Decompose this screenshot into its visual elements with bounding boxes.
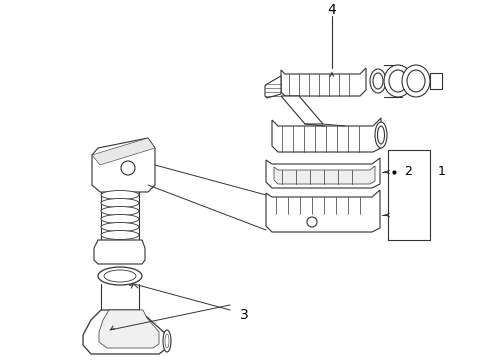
Ellipse shape [98,267,142,285]
Polygon shape [430,73,442,89]
Ellipse shape [377,126,385,144]
Ellipse shape [407,70,425,92]
Polygon shape [281,68,366,96]
Ellipse shape [101,198,139,207]
Text: 1: 1 [438,165,446,177]
Ellipse shape [101,207,139,216]
Polygon shape [99,310,159,348]
Ellipse shape [101,230,139,239]
Text: 3: 3 [240,308,249,322]
Polygon shape [92,138,155,192]
Ellipse shape [165,334,169,348]
Polygon shape [92,138,155,165]
Polygon shape [265,76,281,98]
Polygon shape [94,240,145,264]
Polygon shape [83,310,167,354]
Polygon shape [274,166,375,184]
Ellipse shape [384,65,412,97]
Text: 4: 4 [328,3,336,17]
Ellipse shape [402,65,430,97]
Ellipse shape [389,70,407,92]
Polygon shape [266,190,380,232]
Polygon shape [281,96,323,124]
Ellipse shape [375,122,387,148]
Ellipse shape [370,69,386,93]
Polygon shape [272,118,381,152]
Text: 2: 2 [404,165,412,177]
Polygon shape [266,158,380,188]
Circle shape [307,217,317,227]
Ellipse shape [104,270,136,282]
Ellipse shape [101,215,139,224]
Circle shape [121,161,135,175]
Ellipse shape [373,73,383,89]
Ellipse shape [163,330,171,352]
Ellipse shape [101,222,139,231]
Ellipse shape [101,190,139,199]
